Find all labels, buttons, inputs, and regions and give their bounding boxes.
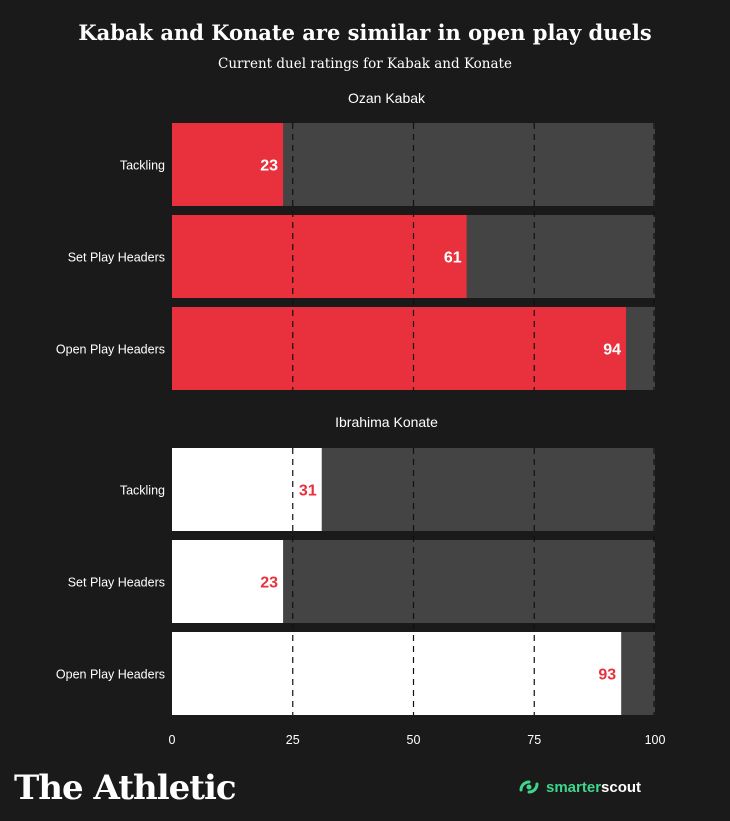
x-tick-label: 50 bbox=[407, 733, 421, 747]
bar bbox=[172, 215, 467, 298]
x-tick-label: 75 bbox=[527, 733, 541, 747]
category-label: Open Play Headers bbox=[56, 668, 165, 682]
bar bbox=[172, 632, 622, 715]
smarterscout-icon bbox=[519, 780, 539, 794]
data-label: 93 bbox=[598, 667, 616, 684]
bar bbox=[172, 448, 322, 531]
category-label: Set Play Headers bbox=[68, 251, 165, 265]
smarterscout-logo: smarter scout bbox=[516, 774, 641, 800]
panel-title: Ozan Kabak bbox=[348, 90, 426, 106]
data-label: 61 bbox=[444, 250, 462, 267]
chart-title: Kabak and Konate are similar in open pla… bbox=[78, 20, 652, 45]
x-tick-label: 0 bbox=[169, 733, 176, 747]
logo-smarter-text: smarter bbox=[546, 778, 602, 796]
chart-subtitle: Current duel ratings for Kabak and Konat… bbox=[218, 56, 512, 72]
category-label: Tackling bbox=[120, 159, 165, 173]
data-label: 31 bbox=[299, 483, 317, 500]
logo-scout-text: scout bbox=[601, 778, 642, 796]
data-label: 23 bbox=[260, 158, 278, 175]
bar bbox=[172, 123, 284, 206]
category-label: Tackling bbox=[120, 484, 165, 498]
data-label: 23 bbox=[260, 575, 278, 592]
the-athletic-logo: The Athletic bbox=[14, 768, 237, 808]
bar bbox=[172, 540, 284, 623]
category-label: Open Play Headers bbox=[56, 343, 165, 357]
x-tick-label: 100 bbox=[645, 733, 666, 747]
bar bbox=[172, 307, 627, 390]
x-tick-label: 25 bbox=[286, 733, 300, 747]
data-label: 94 bbox=[603, 342, 621, 359]
panel-title: Ibrahima Konate bbox=[335, 414, 438, 430]
category-label: Set Play Headers bbox=[68, 576, 165, 590]
